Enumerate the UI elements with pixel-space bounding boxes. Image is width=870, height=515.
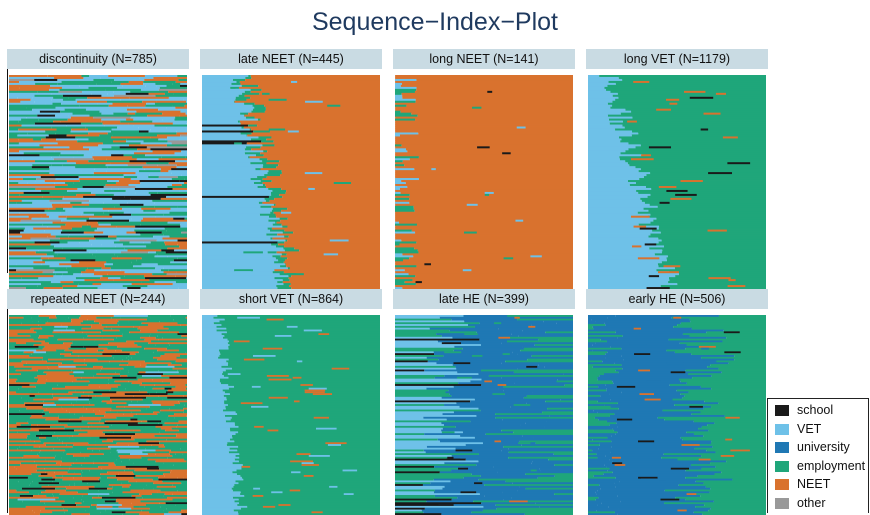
panel-label: repeated NEET (N=244) [7, 289, 189, 309]
panel-3: long NEET (N=141) [393, 49, 575, 293]
panel-5: repeated NEET (N=244) [7, 289, 189, 515]
legend-swatch [775, 424, 789, 435]
legend-swatch [775, 498, 789, 509]
legend: school VET university employment NEET other [767, 398, 869, 513]
sequence-plot [9, 315, 187, 515]
panel-label: late NEET (N=445) [200, 49, 382, 69]
legend-label: VET [797, 422, 821, 437]
sequence-plot [202, 75, 380, 293]
chart-title: Sequence−Index−Plot [0, 8, 870, 37]
legend-swatch [775, 405, 789, 416]
legend-label: employment [797, 459, 865, 474]
sequence-plot [588, 75, 766, 293]
legend-swatch [775, 479, 789, 490]
panel-label: late HE (N=399) [393, 289, 575, 309]
panel-label: long NEET (N=141) [393, 49, 575, 69]
panel-label: short VET (N=864) [200, 289, 382, 309]
legend-label: other [797, 496, 826, 511]
panel-label: discontinuity (N=785) [7, 49, 189, 69]
sequence-plot [395, 315, 573, 515]
panel-label: long VET (N=1179) [586, 49, 768, 69]
legend-swatch [775, 442, 789, 453]
panel-1: discontinuity (N=785) [7, 49, 189, 293]
legend-label: university [797, 440, 850, 455]
panel-label: early HE (N=506) [586, 289, 768, 309]
panel-8: early HE (N=506) [586, 289, 768, 515]
legend-swatch [775, 461, 789, 472]
legend-label: school [797, 403, 833, 418]
sequence-plot [395, 75, 573, 293]
panel-6: short VET (N=864) [200, 289, 382, 515]
panel-4: long VET (N=1179) [586, 49, 768, 293]
panel-2: late NEET (N=445) [200, 49, 382, 293]
sequence-plot [9, 75, 187, 293]
sequence-plot [588, 315, 766, 515]
panel-7: late HE (N=399) [393, 289, 575, 515]
sequence-plot [202, 315, 380, 515]
legend-label: NEET [797, 477, 830, 492]
